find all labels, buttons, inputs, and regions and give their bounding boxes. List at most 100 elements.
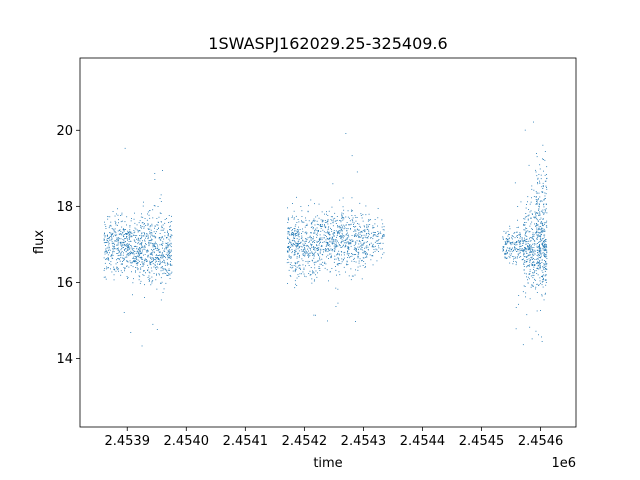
data-point — [365, 230, 366, 231]
data-point — [328, 258, 329, 259]
data-point — [332, 250, 333, 251]
data-point — [509, 234, 510, 235]
data-point — [541, 186, 542, 187]
data-point — [318, 247, 319, 248]
data-point — [289, 248, 290, 249]
data-point — [288, 238, 289, 239]
data-point — [515, 257, 516, 258]
data-point — [169, 215, 170, 216]
data-point — [359, 247, 360, 248]
data-point — [116, 214, 117, 215]
data-point — [297, 278, 298, 279]
data-point — [334, 246, 335, 247]
data-point — [148, 251, 149, 252]
data-point — [292, 251, 293, 252]
data-point — [124, 249, 125, 250]
data-point — [370, 259, 371, 260]
data-point — [358, 244, 359, 245]
data-point — [303, 244, 304, 245]
data-point — [541, 337, 542, 338]
data-point — [125, 233, 126, 234]
data-point — [148, 243, 149, 244]
data-point — [348, 244, 349, 245]
data-point — [526, 261, 527, 262]
data-point — [170, 237, 171, 238]
data-point — [326, 236, 327, 237]
data-point — [167, 257, 168, 258]
data-point — [530, 224, 531, 225]
data-point — [136, 248, 137, 249]
data-point — [366, 252, 367, 253]
data-point — [347, 233, 348, 234]
data-point — [117, 253, 118, 254]
data-point — [120, 261, 121, 262]
data-point — [546, 212, 547, 213]
data-point — [162, 268, 163, 269]
data-point — [541, 200, 542, 201]
data-point — [520, 252, 521, 253]
data-point — [159, 264, 160, 265]
data-point — [318, 255, 319, 256]
data-point — [362, 260, 363, 261]
data-point — [304, 274, 305, 275]
data-point — [538, 246, 539, 247]
data-point — [343, 225, 344, 226]
data-point — [296, 285, 297, 286]
data-point — [305, 255, 306, 256]
data-point — [163, 239, 164, 240]
data-point — [290, 276, 291, 277]
data-point — [344, 252, 345, 253]
data-point — [542, 232, 543, 233]
data-point — [505, 241, 506, 242]
data-point — [333, 225, 334, 226]
data-point — [121, 246, 122, 247]
data-point — [532, 234, 533, 235]
data-point — [299, 256, 300, 257]
data-point — [143, 235, 144, 236]
data-point — [307, 233, 308, 234]
data-point — [169, 256, 170, 257]
data-point — [126, 245, 127, 246]
data-point — [335, 246, 336, 247]
data-point — [380, 243, 381, 244]
data-point — [307, 239, 308, 240]
data-point — [105, 259, 106, 260]
data-point — [311, 278, 312, 279]
data-point — [544, 242, 545, 243]
data-point — [536, 228, 537, 229]
data-point — [537, 268, 538, 269]
data-point — [546, 263, 547, 264]
data-point — [298, 231, 299, 232]
data-point — [328, 280, 329, 281]
data-point — [327, 243, 328, 244]
data-point — [161, 270, 162, 271]
data-point — [530, 241, 531, 242]
data-point — [104, 239, 105, 240]
data-point — [520, 248, 521, 249]
data-point — [108, 250, 109, 251]
data-point — [332, 241, 333, 242]
data-point — [319, 240, 320, 241]
data-point — [348, 235, 349, 236]
data-point — [295, 234, 296, 235]
data-point — [149, 279, 150, 280]
data-point — [337, 231, 338, 232]
data-point — [538, 232, 539, 233]
data-point — [519, 242, 520, 243]
data-point — [518, 227, 519, 228]
data-point — [505, 244, 506, 245]
data-point — [321, 228, 322, 229]
data-point — [120, 234, 121, 235]
data-point — [171, 251, 172, 252]
data-point — [537, 284, 538, 285]
data-point — [546, 166, 547, 167]
data-point — [539, 164, 540, 165]
data-point — [536, 153, 537, 154]
data-point — [364, 248, 365, 249]
data-point — [289, 235, 290, 236]
data-point — [164, 232, 165, 233]
data-point — [538, 235, 539, 236]
data-point — [125, 268, 126, 269]
data-point — [124, 244, 125, 245]
data-point — [537, 247, 538, 248]
